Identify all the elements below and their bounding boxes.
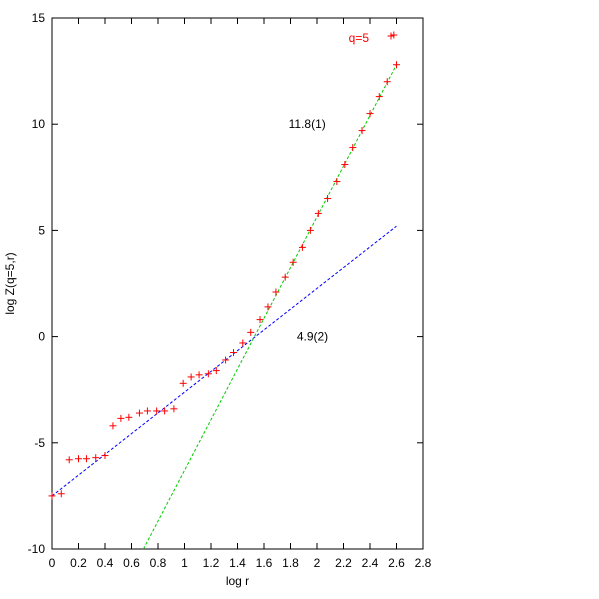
y-tick-label: 15	[32, 11, 46, 25]
data-point	[324, 195, 332, 203]
data-point	[264, 303, 272, 311]
data-point	[393, 61, 400, 69]
x-tick-label: 2.2	[335, 556, 352, 570]
x-tick-label: 2	[314, 556, 321, 570]
x-axis-label: log r	[226, 574, 249, 588]
data-point	[75, 455, 82, 463]
series-group	[48, 31, 400, 550]
data-point	[135, 409, 143, 417]
y-tick-label: 10	[32, 117, 46, 131]
data-point	[195, 371, 203, 379]
fit-line-blue	[51, 225, 397, 497]
data-point	[187, 373, 195, 381]
x-tick-label: 0.2	[70, 556, 87, 570]
y-tick-label: 0	[38, 330, 45, 344]
data-point	[383, 78, 391, 86]
data-point	[170, 405, 178, 413]
y-axis-label: log Z(q=5,r)	[3, 252, 17, 314]
data-point	[212, 367, 220, 375]
legend-label: q=5	[349, 31, 370, 45]
data-point	[247, 328, 255, 336]
data-point	[109, 422, 117, 430]
data-point	[125, 413, 133, 421]
data-point	[239, 339, 247, 347]
y-tick-label: -5	[34, 436, 45, 450]
axis-ticks: 0 0.2 0.4 0.6 0.8 1 1.2 1.4 1.6 1.8 2 2.2 2.4 2.6 2.8 -…	[28, 11, 432, 570]
x-tick-label: 1.4	[229, 556, 246, 570]
data-point	[161, 407, 169, 415]
data-point	[117, 414, 125, 422]
x-tick-label: 0	[49, 556, 56, 570]
x-tick-label: 0.4	[97, 556, 114, 570]
data-point	[306, 226, 314, 234]
data-point	[256, 316, 264, 324]
fit-line-green	[142, 64, 397, 550]
data-point	[289, 258, 297, 266]
data-point	[366, 110, 374, 118]
data-point	[390, 31, 398, 39]
x-tick-label: 1.8	[282, 556, 299, 570]
data-point	[179, 379, 187, 387]
legend-marker	[387, 32, 395, 40]
x-tick-label: 2.8	[415, 556, 432, 570]
x-tick-label: 0.6	[123, 556, 140, 570]
y-tick-label: 5	[38, 223, 45, 237]
data-point	[57, 490, 65, 498]
data-point	[272, 288, 280, 296]
data-point	[222, 356, 230, 364]
x-tick-label: 1	[181, 556, 188, 570]
x-tick-label: 2.4	[362, 556, 379, 570]
data-point	[375, 93, 383, 101]
data-point	[341, 161, 349, 169]
data-point	[298, 243, 306, 251]
data-point	[143, 407, 151, 415]
x-tick-label: 0.8	[150, 556, 167, 570]
data-point	[204, 370, 212, 378]
data-point	[82, 455, 90, 463]
data-point	[153, 407, 161, 415]
data-point	[101, 452, 109, 460]
x-tick-label: 1.2	[203, 556, 220, 570]
slope-annotation-blue: 4.9(2)	[297, 330, 328, 344]
data-point	[48, 492, 56, 500]
data-point	[358, 127, 366, 135]
data-point	[333, 178, 341, 186]
data-point	[349, 144, 357, 152]
data-point	[314, 209, 322, 217]
data-point	[230, 349, 238, 357]
data-point	[65, 456, 73, 464]
slope-annotation-green: 11.8(1)	[289, 117, 326, 131]
data-point	[92, 454, 100, 462]
y-tick-label: -10	[28, 542, 46, 556]
x-tick-label: 2.6	[388, 556, 405, 570]
x-tick-label: 1.6	[256, 556, 273, 570]
plot-frame	[51, 17, 424, 550]
data-point	[281, 273, 289, 281]
